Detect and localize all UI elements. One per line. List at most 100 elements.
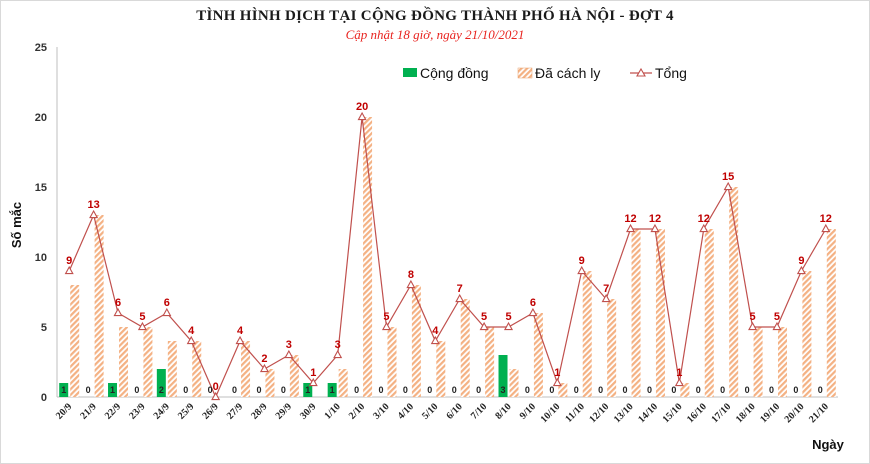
data-label-cong-dong: 0: [403, 385, 408, 395]
total-marker: [381, 321, 392, 331]
x-tick-label: 30/9: [298, 401, 318, 421]
total-marker: [626, 223, 636, 233]
data-label-tong: 7: [603, 283, 609, 295]
data-label-tong: 4: [188, 325, 195, 337]
data-label-tong: 12: [649, 213, 661, 225]
bar-da-cach-ly: [436, 341, 446, 397]
bar-da-cach-ly: [143, 327, 153, 397]
x-tick-label: 1/10: [322, 401, 342, 421]
x-tick-label: 10/10: [539, 401, 563, 425]
data-label-cong-dong: 0: [525, 385, 530, 395]
total-marker: [503, 321, 514, 331]
data-label-cong-dong: 0: [452, 385, 457, 395]
data-label-tong: 15: [722, 171, 734, 183]
data-label-tong: 6: [115, 297, 121, 309]
data-label-tong: 5: [481, 311, 487, 323]
x-tick-label: 11/10: [563, 401, 587, 425]
bar-da-cach-ly: [70, 285, 80, 397]
bar-cong-dong: [327, 383, 337, 397]
bar-da-cach-ly: [241, 341, 251, 397]
x-tick-label: 16/10: [685, 401, 709, 425]
total-marker: [162, 307, 172, 317]
bar-da-cach-ly: [192, 341, 202, 397]
data-label-tong: 5: [750, 311, 756, 323]
x-tick-label: 28/9: [249, 401, 269, 421]
data-label-tong: 5: [139, 311, 145, 323]
data-label-tong: 1: [554, 367, 560, 379]
bar-da-cach-ly: [533, 313, 543, 397]
total-marker: [259, 363, 269, 373]
data-label-cong-dong: 1: [330, 385, 335, 395]
legend-marker-tong: [636, 67, 646, 77]
y-tick-label: 0: [41, 392, 47, 404]
x-tick-label: 25/9: [176, 401, 196, 421]
x-tick-label: 18/10: [734, 401, 758, 425]
legend-swatch-cong-dong: [403, 68, 417, 77]
total-marker: [577, 265, 587, 275]
data-label-cong-dong: 0: [208, 385, 213, 395]
bar-da-cach-ly: [655, 229, 665, 397]
x-tick-label: 26/9: [200, 401, 220, 421]
total-marker: [137, 321, 147, 331]
bar-da-cach-ly: [729, 187, 739, 397]
data-label-cong-dong: 3: [501, 385, 506, 395]
data-label-tong: 4: [432, 325, 439, 337]
data-label-tong: 12: [698, 213, 710, 225]
y-tick-label: 25: [35, 42, 47, 54]
bar-da-cach-ly: [387, 327, 397, 397]
legend: Cộng đồng Đã cách ly Tổng: [403, 65, 687, 81]
data-label-cong-dong: 1: [305, 385, 310, 395]
bar-cong-dong: [59, 383, 69, 397]
total-marker: [772, 321, 782, 331]
data-label-tong: 3: [335, 339, 341, 351]
x-tick-label: 6/10: [444, 401, 464, 421]
x-tick-label: 8/10: [493, 401, 513, 421]
bar-da-cach-ly: [363, 117, 373, 397]
data-label-tong: 7: [457, 283, 463, 295]
data-label-cong-dong: 0: [256, 385, 261, 395]
data-label-cong-dong: 0: [183, 385, 188, 395]
data-label-tong: 12: [820, 213, 832, 225]
data-label-tong: 12: [624, 213, 636, 225]
data-label-tong: 9: [66, 255, 72, 267]
y-tick-label: 15: [35, 182, 47, 194]
x-tick-label: 19/10: [758, 401, 782, 425]
bar-cong-dong: [156, 369, 166, 397]
total-marker: [479, 321, 489, 331]
data-label-cong-dong: 0: [818, 385, 823, 395]
total-marker: [821, 223, 831, 233]
x-tick-label: 17/10: [709, 401, 733, 425]
data-label-cong-dong: 1: [110, 385, 115, 395]
bar-da-cach-ly: [94, 215, 104, 397]
total-marker: [113, 307, 123, 317]
data-label-tong: 5: [774, 311, 780, 323]
x-tick-label: 24/9: [152, 401, 172, 421]
data-label-cong-dong: 0: [232, 385, 237, 395]
data-label-cong-dong: 0: [720, 385, 725, 395]
data-label-cong-dong: 0: [354, 385, 359, 395]
total-marker: [699, 223, 709, 233]
data-label-tong: 8: [408, 269, 414, 281]
x-tick-label: 20/10: [783, 401, 807, 425]
bar-da-cach-ly: [704, 229, 714, 397]
data-label-cong-dong: 1: [61, 385, 66, 395]
data-labels-group: 1 0 1 0 2 0 0 0 0 0 1 1 0 0 0 0 0 0 3 0 0 0 0 0 0 0 0 0 0 0 0 091365640…: [61, 101, 832, 395]
total-marker: [552, 377, 562, 387]
bar-da-cach-ly: [265, 369, 275, 397]
x-tick-label: 2/10: [347, 401, 367, 421]
data-label-cong-dong: 0: [769, 385, 774, 395]
data-label-cong-dong: 0: [476, 385, 481, 395]
x-tick-label: 27/9: [225, 401, 245, 421]
data-label-cong-dong: 0: [696, 385, 701, 395]
x-tick-label: 20/9: [54, 401, 74, 421]
data-label-tong: 5: [505, 311, 511, 323]
bar-da-cach-ly: [167, 341, 177, 397]
total-marker: [284, 349, 294, 359]
total-marker: [406, 279, 416, 289]
data-label-tong: 0: [213, 381, 219, 393]
data-label-cong-dong: 0: [378, 385, 383, 395]
y-axis-title: Số mắc: [9, 202, 24, 248]
x-tick-label: 21/9: [78, 401, 98, 421]
data-label-tong: 1: [310, 367, 316, 379]
bar-da-cach-ly: [777, 327, 787, 397]
